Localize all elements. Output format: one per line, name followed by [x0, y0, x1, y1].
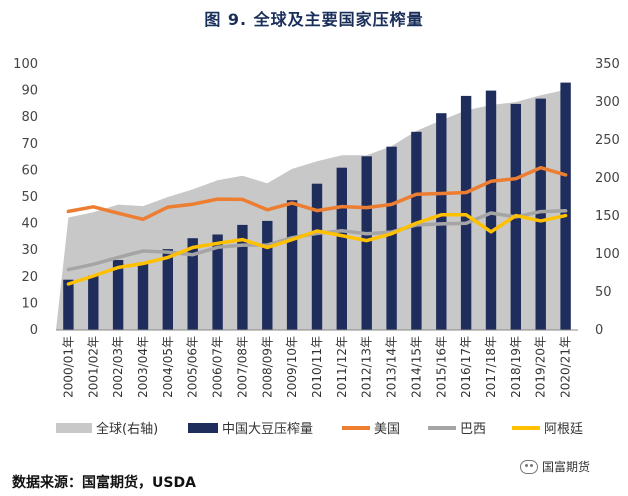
- bar-china: [311, 183, 323, 330]
- bar-china: [485, 90, 497, 330]
- x-tick-label: 2001/02年: [86, 336, 100, 398]
- bar-china: [237, 224, 248, 330]
- x-tick-label: 2005/06年: [186, 336, 200, 398]
- data-source: 数据来源：国富期货，USDA: [12, 475, 196, 491]
- y-left-tick-label: 10: [21, 296, 38, 311]
- x-tick-label: 2020/21年: [559, 336, 573, 398]
- line-brazil: [66, 209, 568, 272]
- legend-swatch: [56, 423, 92, 433]
- bar-china: [137, 262, 149, 330]
- wechat-icon: [520, 459, 538, 474]
- legend-label: 全球(右轴): [96, 421, 158, 437]
- x-tick-label: 2018/19年: [509, 336, 523, 398]
- bar-china: [560, 82, 571, 330]
- x-tick-label: 2002/03年: [111, 336, 125, 398]
- y-right-tick-label: 100: [595, 247, 620, 262]
- bar-china: [63, 279, 74, 330]
- y-left-tick-label: 20: [21, 270, 38, 285]
- y-left-tick-label: 80: [21, 110, 38, 125]
- bar-china: [535, 98, 546, 330]
- x-tick-label: 2016/17年: [459, 336, 473, 398]
- x-tick-label: 2015/16年: [434, 336, 448, 398]
- bar-china: [162, 249, 173, 330]
- y-right-tick-label: 200: [595, 171, 620, 186]
- x-tick-label: 2004/05年: [161, 336, 175, 398]
- brand-watermark: 国富期货: [520, 458, 590, 475]
- y-left-tick-label: 100: [13, 57, 38, 72]
- y-left-tick-label: 50: [21, 190, 38, 205]
- legend-swatch: [188, 423, 218, 433]
- bar-china: [262, 220, 273, 330]
- bar-china: [88, 275, 99, 330]
- line-usa: [66, 165, 568, 222]
- bar-china: [460, 95, 472, 331]
- legend-label: 美国: [374, 422, 400, 437]
- x-tick-label: 2019/20年: [534, 336, 548, 398]
- y-right-tick-label: 50: [595, 285, 612, 300]
- axis-layer: 0 10 20 30 40 50 60 70 80 90 100 0 50 100 150 200 250 300…: [13, 57, 620, 398]
- x-tick-label: 2003/04年: [136, 336, 150, 398]
- bar-china: [286, 200, 298, 330]
- x-tick-label: 2006/07年: [211, 336, 225, 398]
- y-left-tick-label: 90: [21, 84, 38, 99]
- brand-name: 国富期货: [542, 460, 591, 474]
- x-tick-label: 2009/10年: [285, 336, 299, 398]
- y-right-tick-label: 250: [595, 133, 620, 148]
- line-argentina: [66, 213, 568, 286]
- legend: 全球(右轴) 中国大豆压榨量 美国 巴西 阿根廷: [56, 421, 583, 437]
- legend-label: 巴西: [460, 422, 486, 437]
- y-left-tick-label: 60: [21, 163, 38, 178]
- x-tick-label: 2017/18年: [484, 336, 498, 398]
- x-tick-label: 2010/11年: [310, 336, 324, 398]
- x-tick-label: 2012/13年: [360, 336, 374, 398]
- x-tick-label: 2007/08年: [235, 336, 249, 398]
- x-tick-label: 2014/15年: [409, 336, 423, 398]
- chart-title: 图 9. 全球及主要国家压榨量: [204, 10, 424, 29]
- x-tick-label: 2013/14年: [385, 336, 399, 398]
- legend-label: 中国大豆压榨量: [222, 421, 313, 437]
- y-left-tick-label: 70: [21, 137, 38, 152]
- y-left-tick-label: 0: [30, 323, 38, 338]
- bar-china: [187, 238, 198, 330]
- y-right-tick-label: 350: [595, 57, 620, 72]
- y-left-tick-label: 30: [21, 243, 38, 258]
- y-right-tick-label: 150: [595, 209, 620, 224]
- bar-china: [112, 260, 124, 330]
- bar-china: [436, 113, 447, 330]
- bar-china: [212, 234, 223, 330]
- x-tick-label: 2000/01年: [61, 336, 75, 398]
- bar-china: [336, 167, 347, 330]
- y-left-tick-label: 40: [21, 217, 38, 232]
- x-tick-label: 2011/12年: [335, 336, 349, 398]
- legend-label: 阿根廷: [544, 422, 583, 437]
- bar-china: [386, 146, 397, 330]
- y-right-tick-label: 300: [595, 95, 620, 110]
- line-layer: [66, 165, 568, 286]
- bar-china: [411, 131, 422, 330]
- x-tick-label: 2008/09年: [260, 336, 274, 398]
- y-right-tick-label: 0: [595, 323, 603, 338]
- bar-china: [361, 156, 372, 330]
